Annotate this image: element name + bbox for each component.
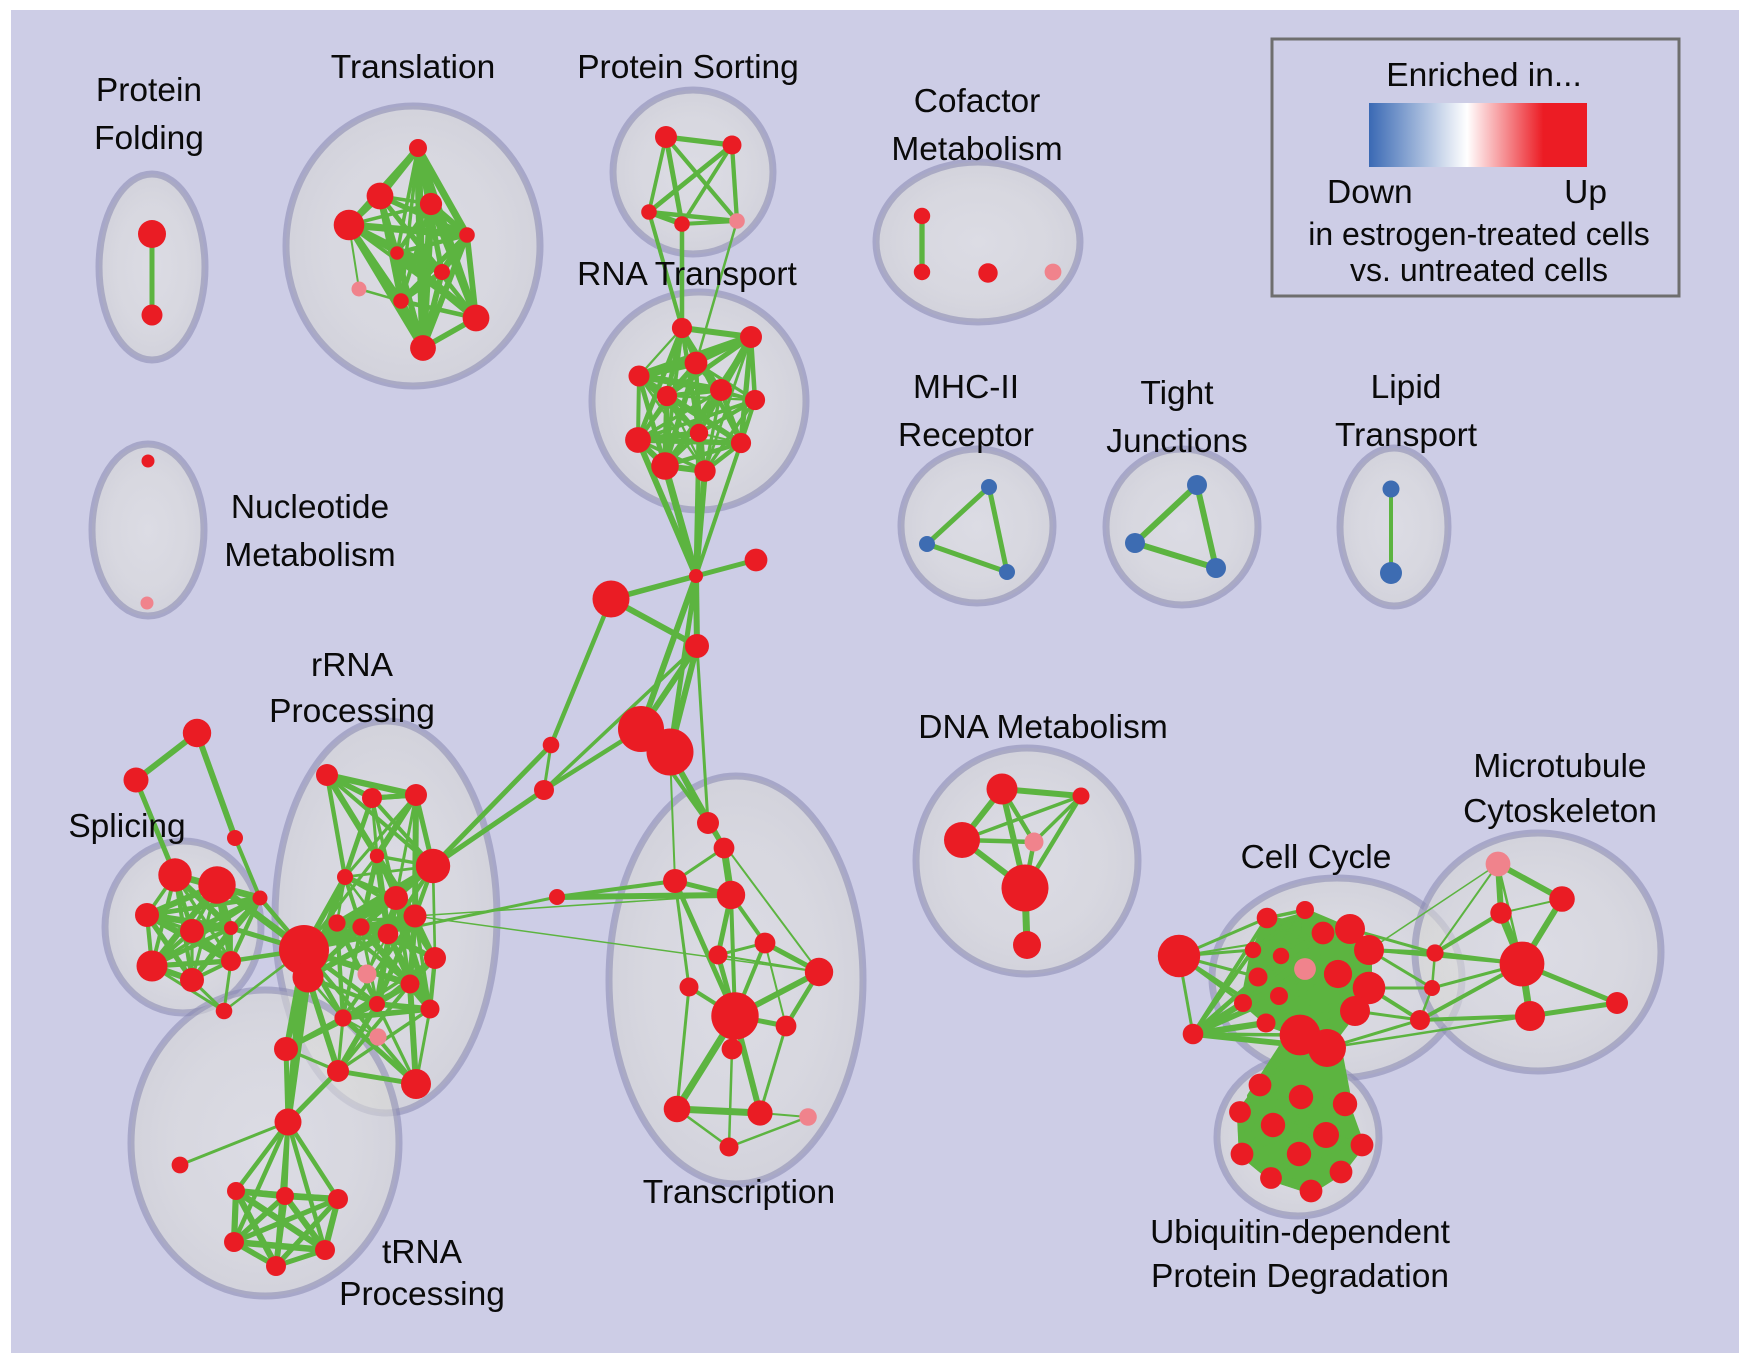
svg-text:Cytoskeleton: Cytoskeleton — [1463, 793, 1657, 830]
svg-text:Cell Cycle: Cell Cycle — [1241, 839, 1392, 876]
svg-text:Ubiquitin-dependent: Ubiquitin-dependent — [1150, 1214, 1451, 1251]
svg-text:Transport: Transport — [1335, 417, 1478, 454]
svg-text:Cofactor: Cofactor — [914, 83, 1041, 120]
svg-text:Enriched in...: Enriched in... — [1386, 57, 1582, 94]
svg-text:Processing: Processing — [269, 693, 435, 730]
svg-text:in estrogen-treated cells: in estrogen-treated cells — [1308, 216, 1650, 252]
svg-text:Lipid: Lipid — [1371, 369, 1442, 406]
svg-text:Metabolism: Metabolism — [224, 537, 395, 574]
svg-text:Down: Down — [1327, 174, 1413, 211]
svg-text:Splicing: Splicing — [68, 808, 185, 845]
svg-text:Up: Up — [1564, 174, 1607, 211]
svg-text:vs. untreated cells: vs. untreated cells — [1350, 252, 1608, 288]
svg-text:Transcription: Transcription — [643, 1174, 835, 1211]
svg-text:Processing: Processing — [339, 1276, 505, 1313]
svg-text:Nucleotide: Nucleotide — [231, 489, 389, 526]
svg-text:Translation: Translation — [331, 49, 495, 86]
svg-text:Metabolism: Metabolism — [891, 131, 1062, 168]
svg-text:DNA Metabolism: DNA Metabolism — [918, 709, 1167, 746]
svg-text:Receptor: Receptor — [898, 417, 1034, 454]
svg-text:Microtubule: Microtubule — [1473, 748, 1646, 785]
svg-text:Protein Sorting: Protein Sorting — [577, 49, 799, 86]
svg-text:tRNA: tRNA — [382, 1234, 463, 1271]
svg-text:Junctions: Junctions — [1106, 423, 1248, 460]
svg-text:Folding: Folding — [94, 120, 204, 157]
svg-text:RNA Transport: RNA Transport — [577, 256, 797, 293]
svg-text:Tight: Tight — [1140, 375, 1214, 412]
svg-text:Protein Degradation: Protein Degradation — [1151, 1258, 1449, 1295]
svg-text:MHC-II: MHC-II — [913, 369, 1019, 406]
svg-text:rRNA: rRNA — [311, 647, 394, 684]
svg-text:Protein: Protein — [96, 72, 202, 109]
